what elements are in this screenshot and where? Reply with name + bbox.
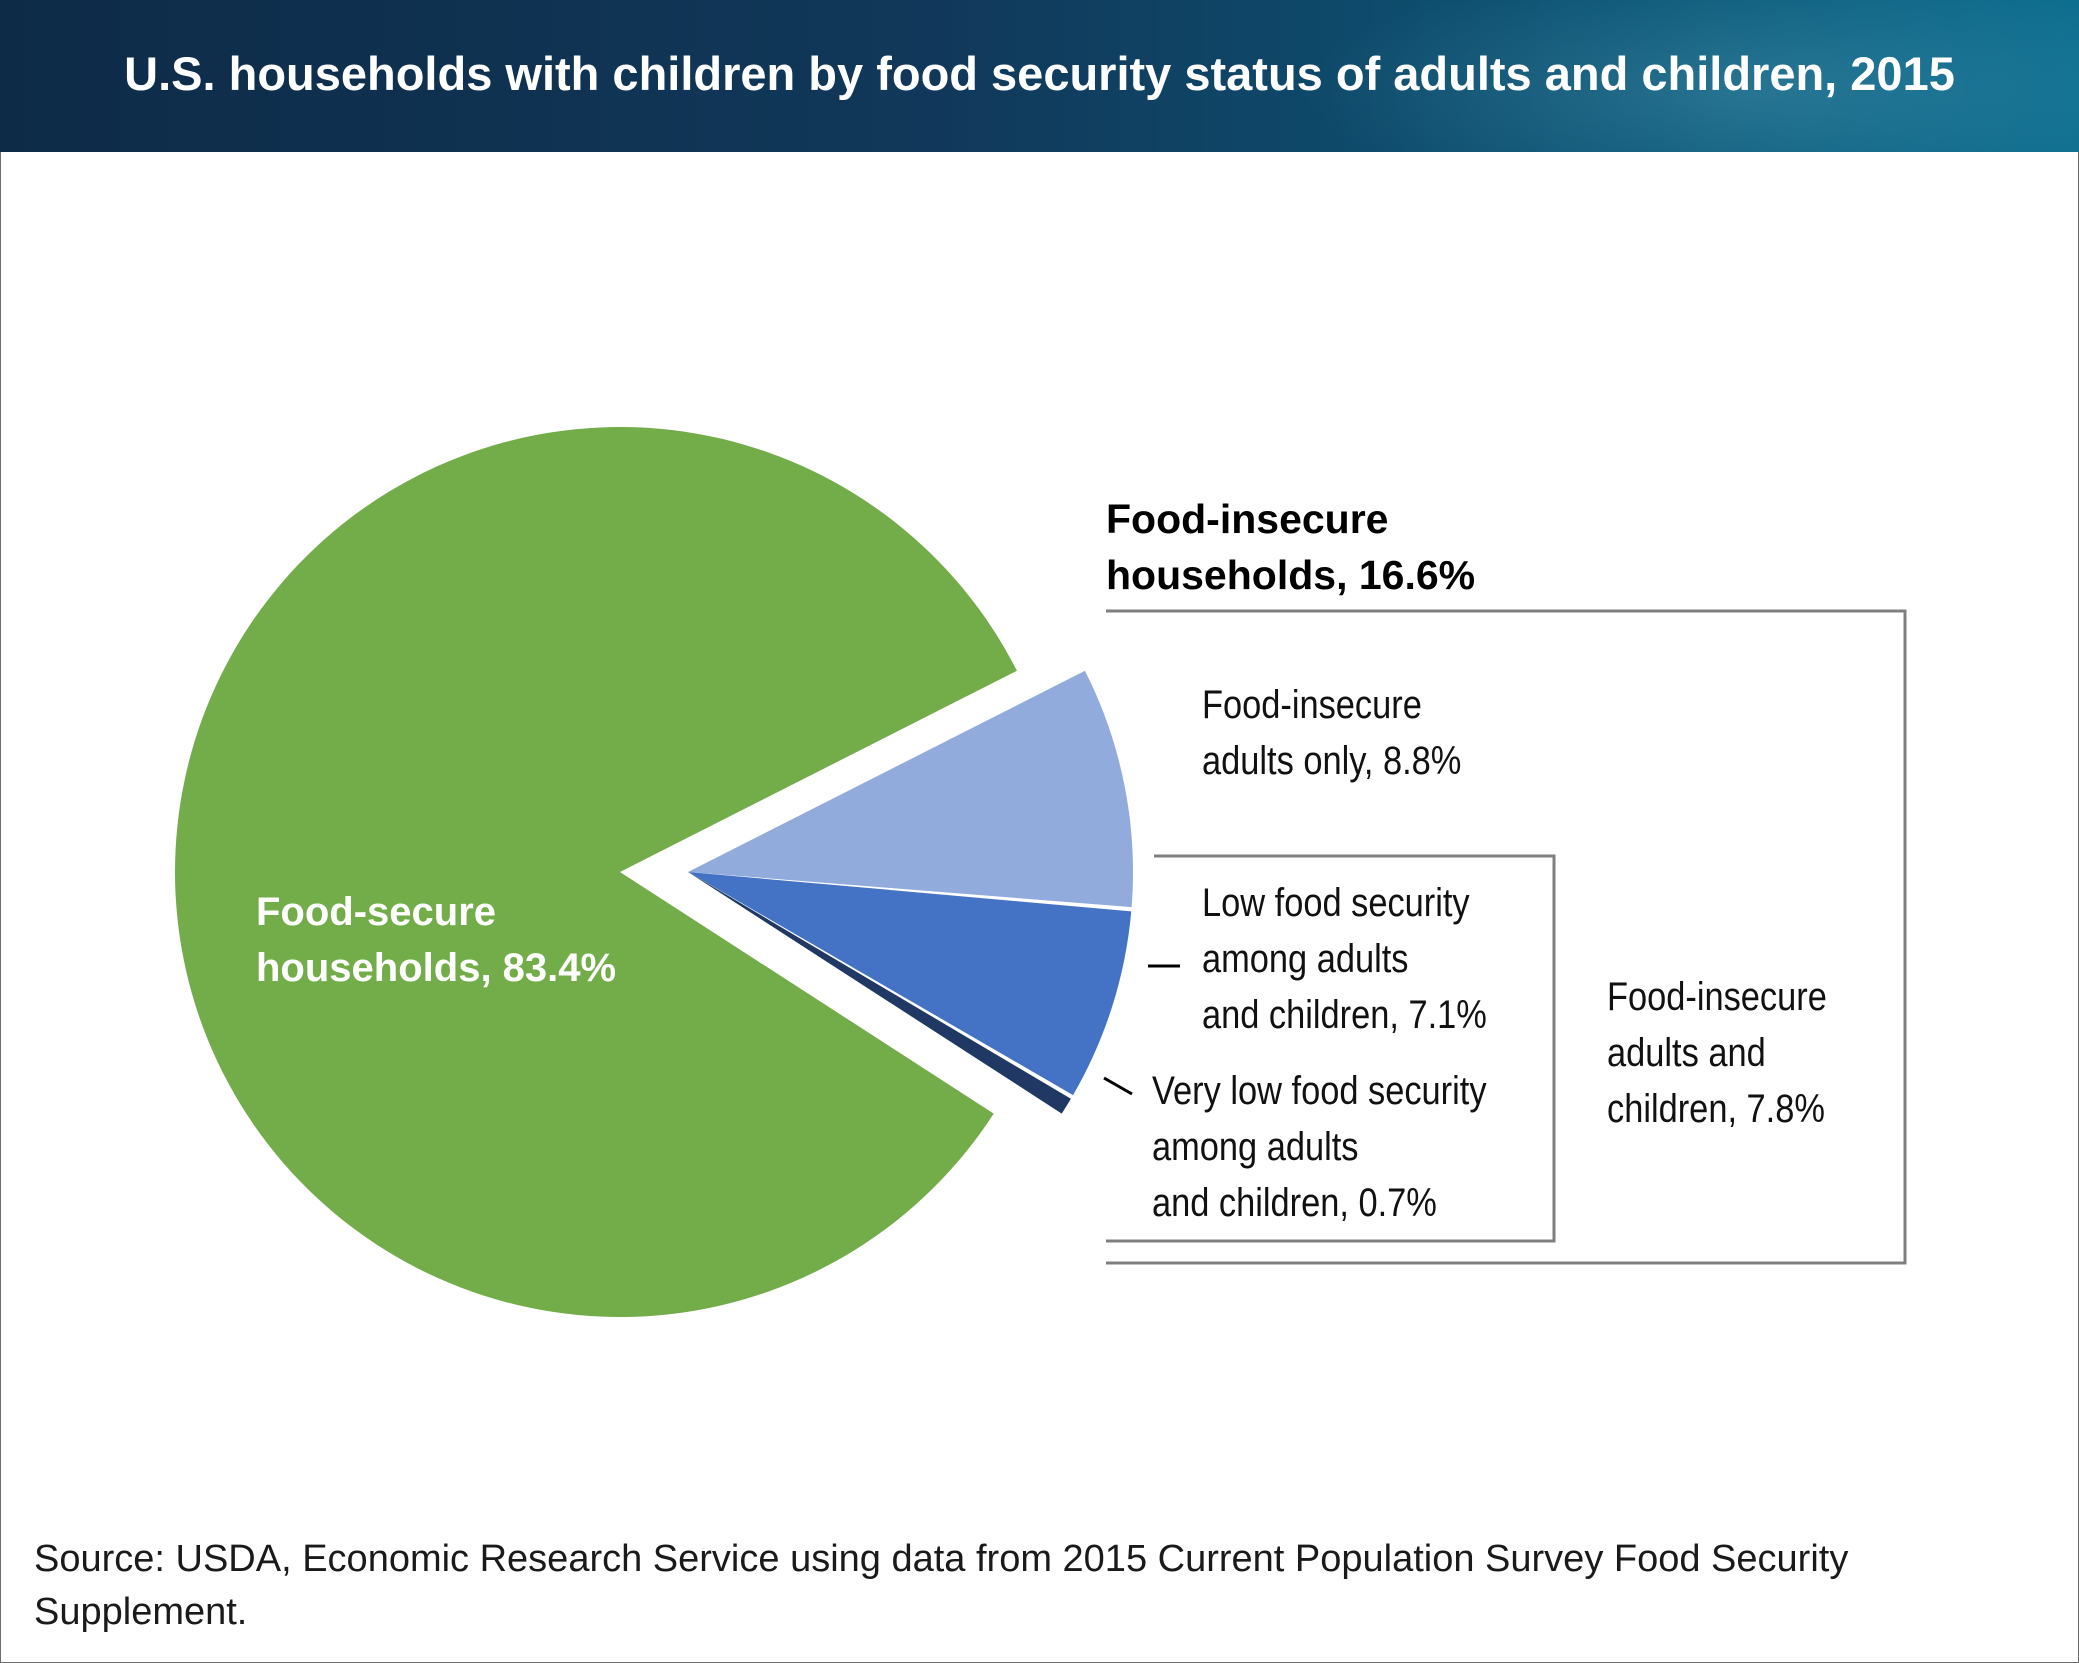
label-very-low-food-security: Very low food security among adults and ch…: [1152, 1068, 1487, 1225]
label-adults-only: Food-insecure adults only, 8.8%: [1202, 682, 1461, 783]
label-food-insecure-households: Food-insecure households, 16.6%: [1106, 496, 1475, 598]
label-adults-and-children: Food-insecure adults and children, 7.8%: [1607, 974, 1827, 1131]
label-low-food-security-group: Low food security among adults and childre…: [1202, 880, 1487, 1037]
source-note: Source: USDA, Economic Research Service …: [34, 1538, 1849, 1633]
bracket-food-insecure-households: [1106, 609, 1907, 1265]
slice-very-low-food-security: [688, 872, 1071, 1114]
slice-food-secure: [175, 427, 1017, 1318]
leader-very-low-food-security: [1103, 1076, 1133, 1096]
title-banner: U.S. households with children by food se…: [0, 0, 2079, 152]
label-adults-and-children-group: Food-insecure adults and children, 7.8%: [1607, 974, 1827, 1131]
label-very-low-food-security-group: Very low food security among adults and ch…: [1152, 1068, 1487, 1225]
banner-swoosh: [1299, 0, 2079, 152]
label-adults-only-group: Food-insecure adults only, 8.8%: [1202, 682, 1461, 783]
label-food-secure: Food-secure households, 83.4%: [256, 890, 616, 990]
slice-adults-only: [688, 670, 1133, 908]
chart-title: U.S. households with children by food se…: [124, 47, 1955, 100]
bracket-adults-and-children: [1106, 854, 1556, 1243]
label-low-food-security: Low food security among adults and childre…: [1202, 880, 1487, 1037]
slice-low-food-security: [688, 872, 1132, 1096]
